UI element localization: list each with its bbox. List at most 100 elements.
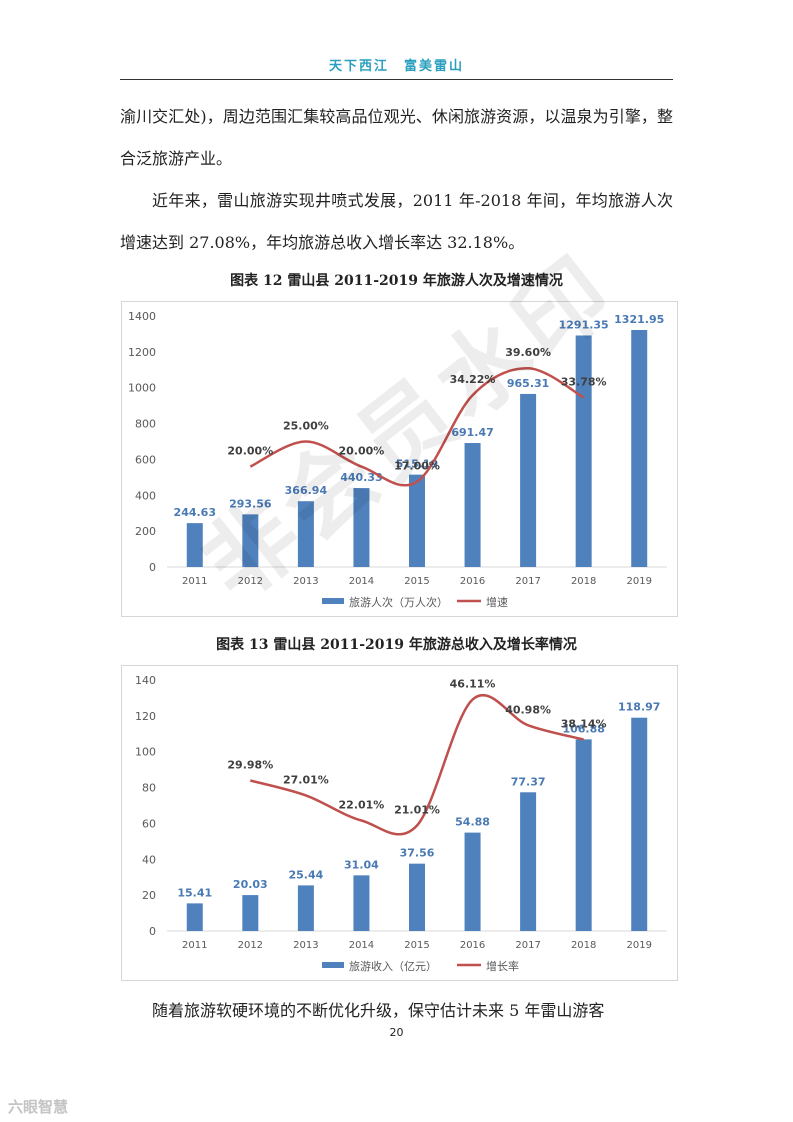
bar-value-label: 1291.35 (559, 318, 609, 331)
bar-value-label: 20.03 (233, 878, 268, 891)
page-header: 天下西江 富美雷山 (328, 59, 464, 74)
bar (409, 863, 425, 931)
line-value-label: 20.00% (339, 445, 385, 458)
bar (631, 717, 648, 931)
legend-bar-label: 旅游收入（亿元） (349, 959, 437, 973)
line-value-label: 25.00% (283, 420, 329, 433)
x-tick-label: 2017 (515, 940, 540, 951)
y-tick-label: 60 (142, 817, 156, 830)
bar (242, 895, 259, 931)
figure-12-svg: 0 200 400 600 800 1000 1200 1400 244.63 293.56 366… (128, 310, 667, 609)
x-tick-label: 2019 (626, 940, 651, 951)
x-tick-label: 2019 (626, 576, 651, 587)
bar (409, 474, 425, 567)
header-rule (120, 79, 673, 80)
bar (353, 488, 370, 567)
page-number: 20 (389, 1026, 404, 1039)
line-value-label: 33.78% (561, 375, 607, 388)
y-tick-label: 40 (142, 853, 156, 866)
bar (631, 329, 648, 567)
line-value-label: 46.11% (450, 678, 496, 691)
y-tick-label: 200 (135, 525, 156, 538)
line-value-label: 39.60% (505, 346, 551, 359)
y-tick-label: 1000 (128, 382, 156, 395)
y-tick-label: 20 (142, 889, 156, 902)
x-tick-label: 2012 (238, 576, 263, 587)
line-value-label: 27.01% (283, 773, 329, 786)
y-tick-label: 80 (142, 782, 156, 795)
paragraph-2: 近年来，雷山旅游实现井喷式发展，2011 年-2018 年间，年均旅游人次增速达… (120, 191, 673, 252)
x-tick-label: 2015 (404, 940, 429, 951)
y-tick-label: 800 (135, 418, 156, 431)
legend-line-label: 增速 (486, 595, 508, 609)
y-tick-label: 600 (135, 453, 156, 466)
figure-13-chart: 0 20 40 60 80 100 120 140 15.41 20.03 25.44 31.04 37… (121, 665, 678, 981)
bar-value-label: 37.56 (400, 847, 435, 860)
legend-bar-swatch (322, 598, 344, 604)
bar (464, 443, 481, 567)
bar-value-label: 515.19 (396, 458, 438, 471)
bar (575, 739, 592, 931)
y-tick-label: 1400 (128, 310, 156, 323)
paragraph-1: 渝川交汇处)，周边范围汇集较高品位观光、休闲旅游资源，以温泉为引擎，整合泛旅游产… (120, 107, 673, 168)
y-tick-label: 400 (135, 489, 156, 502)
bar-value-label: 366.94 (285, 484, 328, 497)
line-value-label: 40.98% (505, 703, 551, 716)
bar-value-label: 25.44 (288, 868, 323, 881)
x-tick-label: 2014 (349, 576, 374, 587)
bar-value-label: 244.63 (174, 506, 216, 519)
bar (575, 335, 592, 567)
x-tick-label: 2013 (293, 576, 318, 587)
bar-value-label: 77.37 (511, 775, 546, 788)
legend-bar-label: 旅游人次（万人次） (349, 595, 448, 609)
line-value-label: 21.01% (394, 804, 440, 817)
y-tick-label: 1200 (128, 346, 156, 359)
bar-value-label: 54.88 (455, 816, 490, 829)
line-value-label: 38.14% (561, 718, 607, 731)
y-tick-label: 140 (135, 674, 156, 687)
y-tick-label: 120 (135, 710, 156, 723)
x-tick-label: 2014 (349, 940, 374, 951)
bar-value-label: 440.33 (340, 471, 382, 484)
x-tick-label: 2016 (460, 576, 485, 587)
figure-13-svg: 0 20 40 60 80 100 120 140 15.41 20.03 25.44 31.04 37… (135, 674, 667, 973)
bar (297, 501, 314, 567)
bar (520, 393, 537, 567)
x-tick-label: 2013 (293, 940, 318, 951)
line-value-label: 29.98% (227, 759, 273, 772)
line-value-label: 17.00% (394, 460, 440, 473)
bar-value-label: 1321.95 (614, 313, 664, 326)
figure-12-chart: 0 200 400 600 800 1000 1200 1400 244.63 293.56 366… (121, 301, 678, 617)
figure-12-title: 图表 12 雷山县 2011-2019 年旅游人次及增速情况 (230, 273, 563, 289)
line-value-label: 34.22% (450, 373, 496, 386)
bar-value-label: 118.97 (618, 701, 660, 714)
bar-value-label: 106.88 (562, 722, 604, 735)
bar (297, 885, 314, 931)
bar (186, 523, 203, 567)
series-line (250, 693, 584, 836)
bar (464, 832, 481, 931)
bar-value-label: 15.41 (177, 886, 212, 899)
y-tick-label: 0 (149, 561, 156, 574)
paragraph-3: 随着旅游软硬环境的不断优化升级，保守估计未来 5 年雷山游客 (152, 1001, 605, 1020)
x-tick-label: 2016 (460, 940, 485, 951)
bar (353, 875, 370, 931)
x-tick-label: 2011 (182, 576, 207, 587)
line-value-label: 20.00% (227, 445, 273, 458)
series-line (249, 366, 585, 487)
bar (186, 903, 203, 931)
x-tick-label: 2015 (404, 576, 429, 587)
x-tick-label: 2018 (571, 940, 596, 951)
x-tick-label: 2012 (238, 940, 263, 951)
x-tick-label: 2017 (515, 576, 540, 587)
figure-13-title: 图表 13 雷山县 2011-2019 年旅游总收入及增长率情况 (216, 637, 577, 653)
x-tick-label: 2011 (182, 940, 207, 951)
y-tick-label: 100 (135, 746, 156, 759)
x-tick-label: 2018 (571, 576, 596, 587)
bar (242, 514, 259, 567)
legend-line-label: 增长率 (486, 959, 519, 973)
y-tick-label: 0 (149, 925, 156, 938)
bar-value-label: 293.56 (229, 497, 272, 510)
bar-value-label: 965.31 (507, 377, 549, 390)
legend-bar-swatch (322, 962, 344, 968)
